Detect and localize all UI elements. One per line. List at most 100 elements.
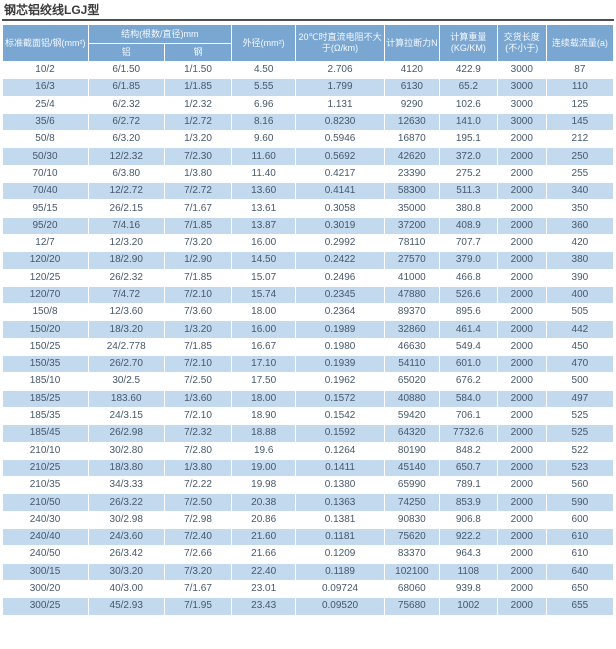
cell: 0.1380 [295,476,385,495]
cell: 2000 [497,424,547,443]
cell: 65020 [384,372,440,391]
table-row: 240/30 30/2.98 7/2.98 20.86 0.1381 90830 906.8… [2,511,615,530]
cell: 210/35 [2,476,89,495]
cell: 0.1542 [295,407,385,426]
cell: 18.88 [231,424,297,443]
cell: 939.8 [439,580,498,599]
table-row: 95/15 26/2.15 7/1.67 13.61 0.3058 35000 380.8 2… [2,199,615,218]
cell: 0.1189 [295,563,385,581]
cell: 2000 [497,372,547,391]
cell: 7/2.66 [164,545,233,564]
table-row: 10/2 6/1.50 1/1.50 4.50 2.706 4120 422.9 3000 87 [2,61,615,80]
cell: 95/20 [2,217,89,235]
cell: 300/20 [2,580,89,599]
cell: 64320 [384,424,440,443]
header-resistance: 20℃时直流电阻不大于(Ω/km) [295,24,385,62]
cell: 7/4.72 [88,286,165,305]
cell: 0.5946 [295,130,385,149]
cell: 87 [546,61,615,80]
cell: 12/3.60 [88,303,165,322]
cell: 240/30 [2,511,89,530]
cell: 7/2.30 [164,147,233,166]
cell: 70/10 [2,165,89,184]
cell: 906.8 [439,511,498,530]
cell: 2000 [497,563,547,581]
cell: 0.1962 [295,372,385,391]
cell: 7/2.80 [164,442,233,460]
cell: 210/10 [2,442,89,460]
cell: 18.00 [231,390,297,408]
cell: 3000 [497,61,547,80]
table-row: 35/6 6/2.72 1/2.72 8.16 0.8230 12630 141.0 3000… [2,113,615,132]
table-row: 210/25 18/3.80 1/3.80 19.00 0.1411 45140 650.7… [2,459,615,478]
cell: 706.1 [439,407,498,426]
table-row: 300/20 40/3.00 7/1.67 23.01 0.09724 68060 939.… [2,580,615,599]
page-title: 钢芯铝绞线LGJ型 [4,3,100,17]
cell: 18/3.80 [88,459,165,478]
cell: 7/4.16 [88,217,165,235]
cell: 408.9 [439,217,498,235]
cell: 2.706 [295,61,385,80]
spec-table: 标准截面铝/钢(mm²) 结构(根数/直径)mm 外径(mm²) 20℃时直流电… [2,24,615,616]
cell: 18.00 [231,303,297,322]
cell: 650.7 [439,459,498,478]
cell: 102100 [384,563,440,581]
cell: 30/2.98 [88,511,165,530]
cell: 212 [546,130,615,149]
cell: 59420 [384,407,440,426]
cell: 2000 [497,182,547,201]
cell: 17.10 [231,355,297,374]
cell: 75620 [384,528,440,547]
header-tensile: 计算拉断力N [383,24,440,62]
cell: 3000 [497,113,547,132]
cell: 40/3.00 [88,580,165,599]
cell: 50/8 [2,130,89,149]
cell: 120/25 [2,269,89,287]
cell: 240/50 [2,545,89,564]
table-row: 70/40 12/2.72 7/2.72 13.60 0.4141 58300 511.3 2… [2,182,615,201]
cell: 7/2.22 [164,476,233,495]
cell: 185/45 [2,424,89,443]
cell: 0.1939 [295,355,385,374]
cell: 0.2496 [295,269,385,287]
table-row: 50/8 6/3.20 1/3.20 9.60 0.5946 16870 195.1 2000… [2,130,615,149]
table-row: 120/25 26/2.32 7/1.85 15.07 0.2496 41000 466.8… [2,269,615,287]
cell: 78110 [384,234,440,253]
cell: 13.60 [231,182,297,201]
cell: 6130 [384,78,440,97]
cell: 183.60 [88,390,165,408]
cell: 610 [546,528,615,547]
cell: 21.60 [231,528,297,547]
cell: 13.87 [231,217,297,235]
cell: 0.09724 [295,580,385,599]
cell: 300/15 [2,563,89,581]
cell: 89370 [384,303,440,322]
cell: 0.1592 [295,424,385,443]
cell: 22.40 [231,563,297,581]
cell: 7/3.20 [164,563,233,581]
cell: 707.7 [439,234,498,253]
cell: 0.3058 [295,199,385,218]
cell: 7/1.85 [164,338,233,357]
cell: 70/40 [2,182,89,201]
table-row: 150/25 24/2.778 7/1.85 16.67 0.1980 46630 549.… [2,338,615,357]
cell: 42620 [384,147,440,166]
cell: 2000 [497,580,547,599]
cell: 74250 [384,493,440,512]
table-row: 300/15 30/3.20 7/3.20 22.40 0.1189 102100 1108… [2,563,615,581]
cell: 600 [546,511,615,530]
header-weight: 计算重量(KG/KM) [438,24,498,62]
cell: 185/10 [2,372,89,391]
cell: 65990 [384,476,440,495]
cell: 2000 [497,545,547,564]
cell: 110 [546,78,615,97]
cell: 26/2.15 [88,199,165,218]
cell: 610 [546,545,615,564]
cell: 83370 [384,545,440,564]
cell: 6.96 [231,96,297,114]
cell: 11.40 [231,165,297,184]
cell: 30/2.80 [88,442,165,460]
cell: 4.50 [231,61,297,80]
cell: 2000 [497,511,547,530]
cell: 50/30 [2,147,89,166]
